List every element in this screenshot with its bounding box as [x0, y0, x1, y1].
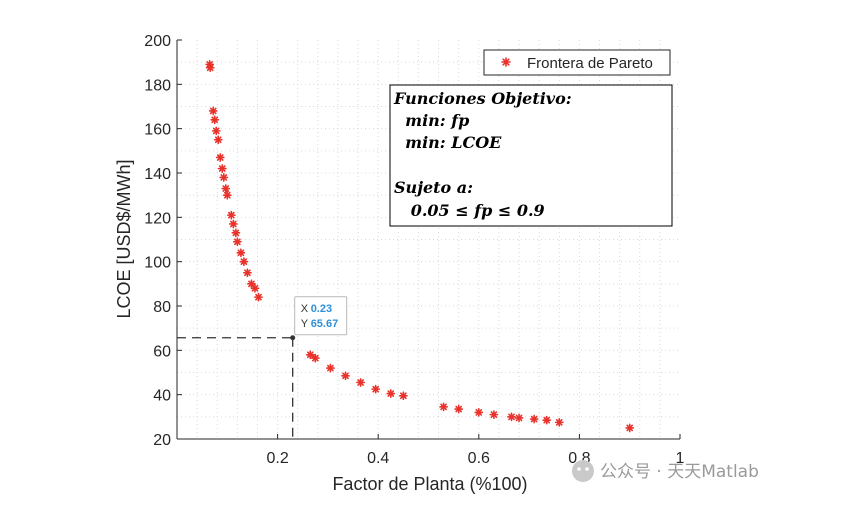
y-tick-label: 180	[144, 77, 171, 94]
data-point	[305, 350, 315, 360]
data-point	[439, 402, 448, 412]
x-tick-label: 0.4	[367, 450, 389, 467]
legend-box	[483, 49, 671, 76]
data-point	[398, 391, 408, 401]
data-point	[236, 248, 246, 258]
note-line-1: Funciones Objetivo:	[393, 89, 572, 108]
data-point	[386, 389, 396, 398]
data-point	[208, 106, 218, 116]
grid-lines	[177, 40, 680, 439]
data-point	[211, 126, 221, 136]
data-point	[215, 153, 225, 162]
data-point	[213, 135, 223, 145]
data-points	[205, 59, 635, 433]
x-tick-label: 1	[676, 450, 685, 467]
data-point	[514, 413, 524, 423]
data-point	[625, 423, 635, 433]
data-point	[221, 184, 231, 193]
y-tick-label: 100	[144, 255, 171, 272]
data-point	[341, 371, 350, 381]
datatip-box	[294, 296, 348, 336]
axes	[176, 39, 681, 440]
y-tick-label: 60	[153, 343, 171, 360]
data-point	[489, 410, 499, 420]
data-point	[222, 190, 232, 200]
note-line-2: min: fp	[394, 111, 469, 130]
datatip-y-value: 65.67	[311, 318, 339, 330]
data-point	[226, 210, 236, 220]
y-tick-label: 80	[153, 299, 171, 316]
note-line-6: 0.05 ≤ fp ≤ 0.9	[394, 201, 545, 220]
data-point	[231, 228, 241, 238]
y-tick-label: 140	[144, 166, 171, 183]
note-line-5: Sujeto a:	[394, 178, 473, 197]
x-tick-label: 0.2	[266, 450, 288, 467]
data-point	[254, 292, 263, 302]
y-tick-label: 20	[153, 432, 171, 449]
data-point	[210, 115, 220, 125]
y-tick-label: 160	[144, 122, 171, 139]
reference-lines	[177, 337, 294, 439]
data-point	[250, 283, 260, 293]
data-point	[310, 353, 320, 363]
datatip[interactable]: X 0.23 Y 65.67	[290, 296, 348, 341]
note-box	[389, 84, 673, 227]
datatip-y-label: Y	[301, 318, 309, 330]
data-point	[474, 407, 484, 417]
data-point	[228, 219, 238, 229]
watermark: 公众号 · 天天Matlab	[572, 460, 759, 482]
y-tick-label: 40	[153, 388, 171, 405]
y-axis-label: LCOE [USD$/MWh]	[114, 159, 134, 318]
data-point	[326, 363, 335, 373]
watermark-text: 公众号 · 天天Matlab	[600, 462, 759, 482]
data-point	[554, 417, 564, 427]
data-point	[356, 378, 365, 387]
data-point	[529, 414, 539, 424]
data-point	[454, 404, 464, 414]
x-axis-label: Factor de Planta (%100)	[332, 474, 527, 494]
wechat-icon	[572, 460, 594, 482]
legend-label: Frontera de Pareto	[527, 55, 653, 72]
y-tick-label: 120	[144, 210, 171, 227]
y-tick-label: 200	[144, 33, 171, 50]
x-tick-label: 0.6	[468, 450, 490, 467]
data-point	[217, 164, 227, 173]
data-point	[371, 384, 381, 394]
datatip-x-value: 0.23	[311, 303, 332, 315]
y-tick-labels: 20 40 60 80 100 120 140 160 180 200	[144, 33, 171, 449]
note-line-3: min: LCOE	[394, 133, 502, 152]
data-point	[232, 237, 242, 247]
data-point	[542, 415, 552, 425]
datatip-x-label: X	[301, 303, 309, 315]
data-point	[219, 173, 229, 182]
data-point	[507, 412, 516, 422]
legend-marker-icon	[501, 57, 511, 67]
objective-note: Funciones Objetivo: min: fp min: LCOE Su…	[389, 84, 673, 227]
data-point	[239, 257, 249, 267]
x-tick-labels: 0.2 0.4 0.6 0.8 1	[266, 450, 684, 467]
legend-marker-star	[501, 57, 511, 67]
data-point	[205, 63, 215, 73]
data-point	[243, 268, 252, 278]
legend: Frontera de Pareto	[483, 49, 671, 76]
datatip-marker	[290, 335, 296, 341]
